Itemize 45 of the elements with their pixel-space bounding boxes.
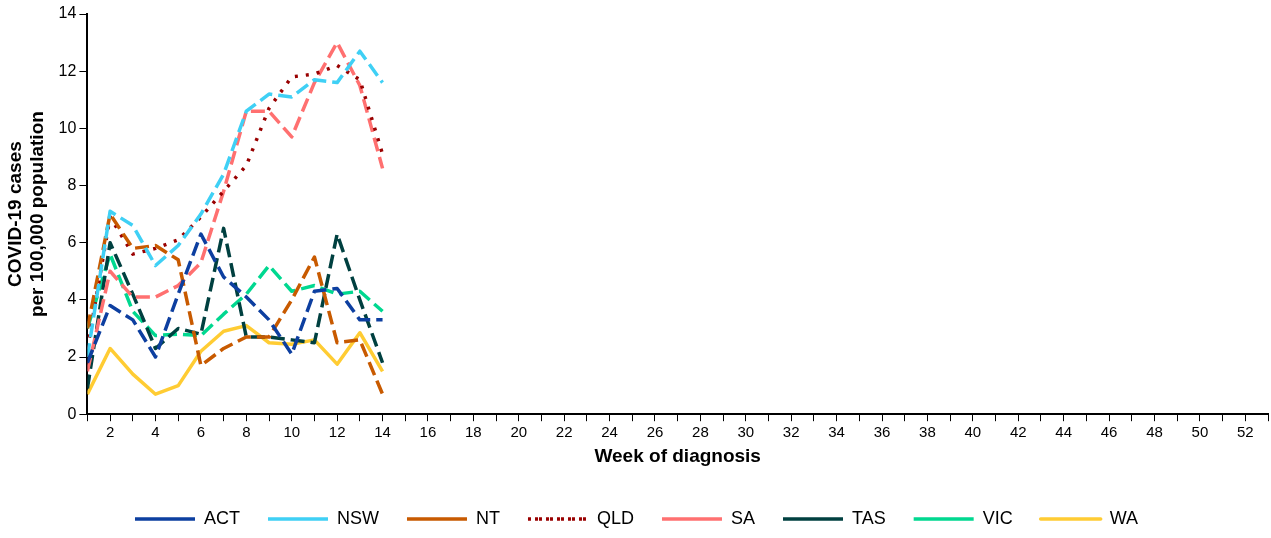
- x-tick-label: 8: [242, 423, 251, 441]
- legend-label: VIC: [982, 507, 1013, 528]
- y-tick-label: 10: [58, 118, 77, 136]
- x-tick-label: 40: [964, 423, 982, 441]
- x-tick-label: 24: [601, 423, 618, 441]
- legend-label: ACT: [203, 507, 240, 528]
- x-tick-label: 26: [646, 423, 664, 441]
- x-tick-label: 48: [1146, 423, 1163, 441]
- x-tick-label: 50: [1191, 423, 1209, 441]
- x-tick-label: 22: [555, 423, 573, 441]
- y-tick-label: 2: [67, 347, 77, 365]
- y-tick-label: 12: [58, 61, 77, 79]
- x-tick-label: 30: [737, 423, 755, 441]
- x-tick-label: 10: [283, 423, 301, 441]
- y-axis-title: COVID-19 cases per 100,000 population: [3, 111, 48, 318]
- legend-label: NT: [475, 507, 500, 528]
- x-tick-label: 16: [419, 423, 437, 441]
- x-tick-label: 14: [374, 423, 391, 441]
- x-tick-label: 12: [328, 423, 346, 441]
- line-series: [87, 232, 385, 365]
- x-tick-label: 18: [465, 423, 482, 441]
- legend-label: WA: [1109, 507, 1139, 528]
- x-tick-label: 32: [782, 423, 800, 441]
- x-tick-label: 46: [1100, 423, 1118, 441]
- x-tick-label: 28: [692, 423, 709, 441]
- y-tick-label: 8: [67, 175, 77, 193]
- x-axis-title: Week of diagnosis: [594, 444, 761, 466]
- y-tick-label: 0: [67, 404, 77, 422]
- y-tick-label: 4: [67, 290, 77, 308]
- x-tick-label: 2: [105, 423, 115, 441]
- legend-label: QLD: [596, 507, 634, 528]
- x-tick-label: 36: [873, 423, 891, 441]
- legend-label: TAS: [852, 507, 886, 528]
- x-tick-label: 20: [510, 423, 528, 441]
- legend-label: SA: [730, 507, 756, 528]
- x-tick-label: 44: [1055, 423, 1073, 441]
- x-tick-label: 38: [919, 423, 936, 441]
- x-tick-label: 4: [151, 423, 160, 441]
- x-tick-label: 34: [828, 423, 845, 441]
- x-tick-label: 52: [1236, 423, 1254, 441]
- y-tick-label: 6: [67, 233, 77, 251]
- y-tick-label: 14: [58, 4, 77, 22]
- x-tick-label: 42: [1009, 423, 1027, 441]
- legend-label: NSW: [336, 507, 379, 528]
- x-tick-label: 6: [196, 423, 206, 441]
